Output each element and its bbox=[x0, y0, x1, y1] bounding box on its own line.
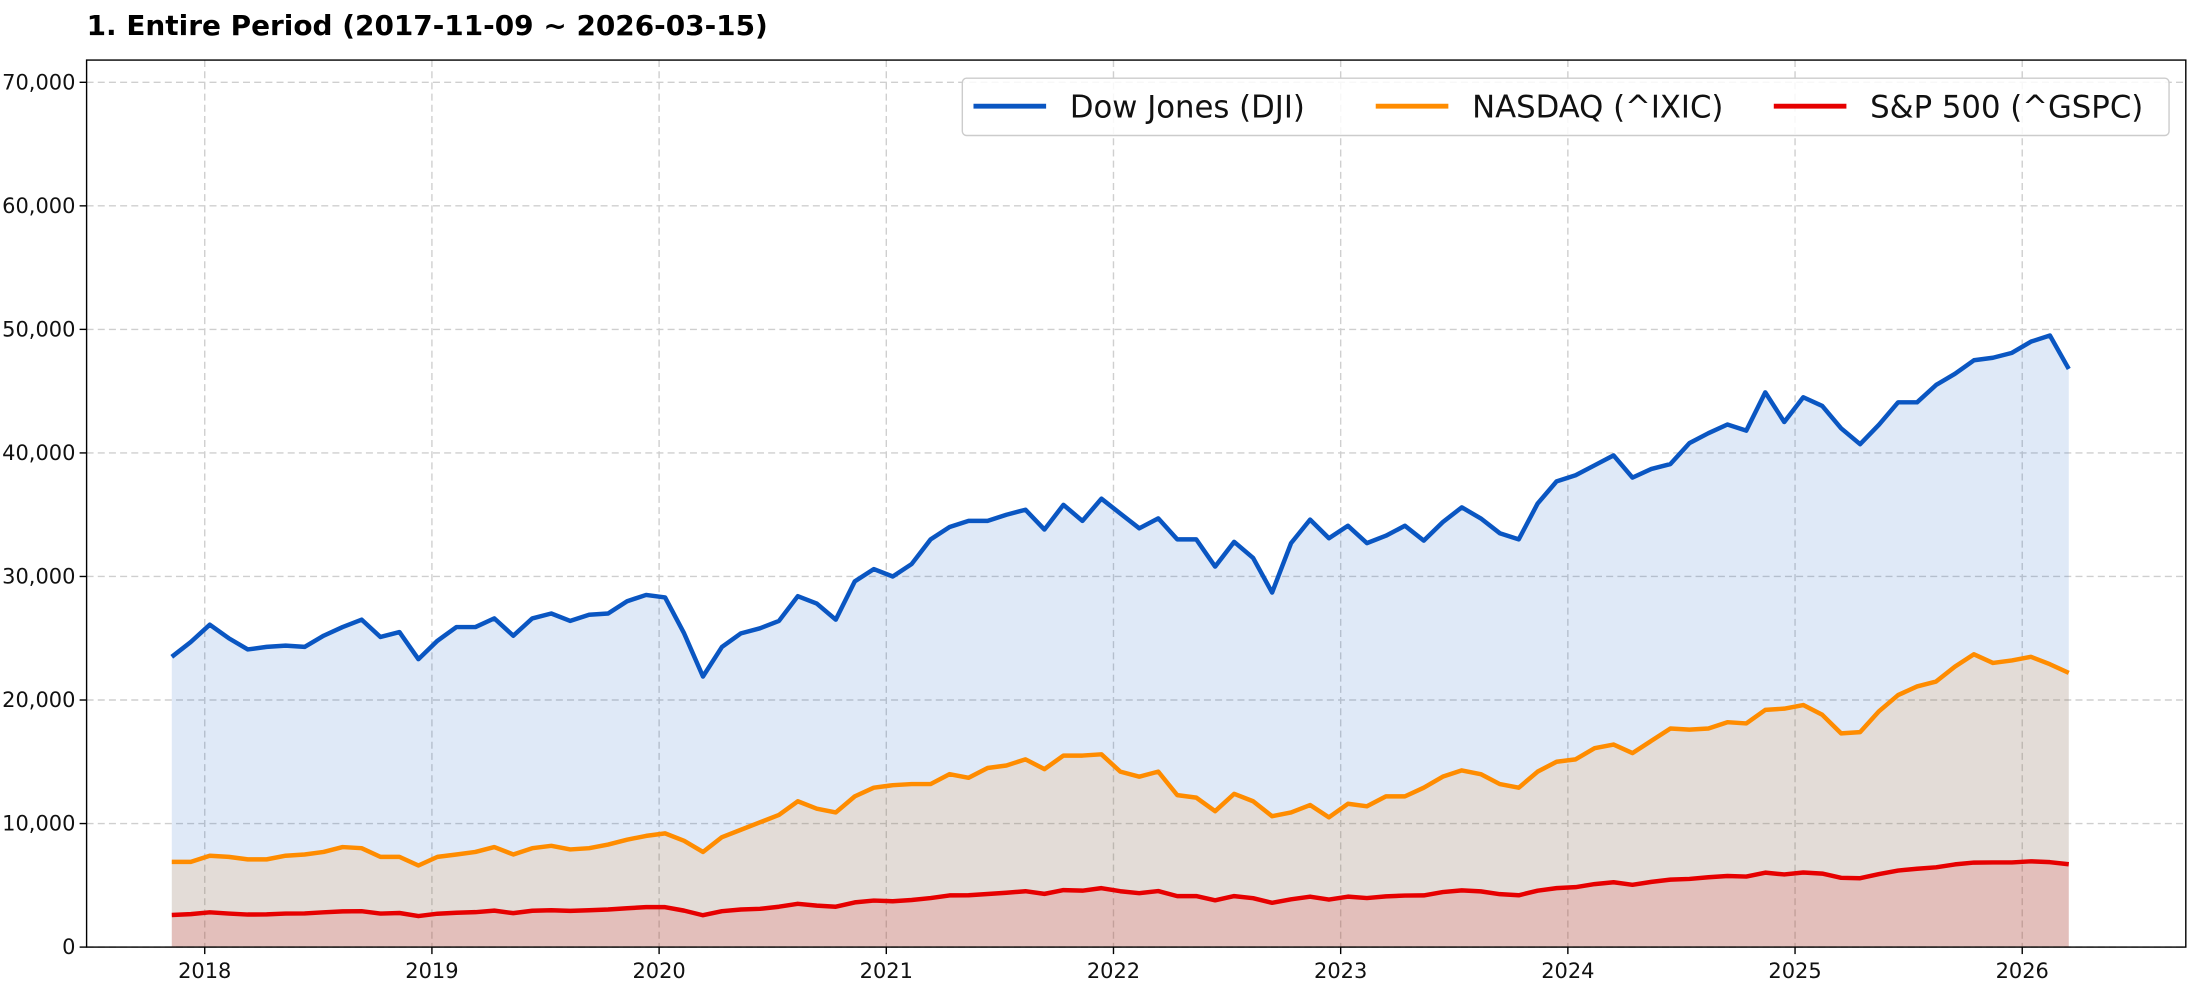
legend-label: Dow Jones (DJI) bbox=[1070, 89, 1305, 125]
y-tick-label: 50,000 bbox=[2, 317, 75, 341]
y-tick-label: 20,000 bbox=[2, 688, 75, 712]
legend-label: S&P 500 (^GSPC) bbox=[1870, 89, 2143, 125]
y-tick-label: 10,000 bbox=[2, 812, 75, 836]
x-tick-label: 2024 bbox=[1541, 959, 1594, 983]
x-tick-label: 2019 bbox=[405, 959, 458, 983]
axis-ticks: 2018 2019 2020 2021 2022 2023 2024 2025 2026 0 10,… bbox=[2, 70, 2049, 983]
x-tick-label: 2018 bbox=[178, 959, 231, 983]
legend-label: NASDAQ (^IXIC) bbox=[1472, 89, 1723, 125]
x-tick-label: 2020 bbox=[632, 959, 685, 983]
area-1 bbox=[171, 654, 2069, 948]
y-tick-label: 70,000 bbox=[2, 70, 75, 94]
y-tick-label: 30,000 bbox=[2, 564, 75, 588]
x-tick-label: 2026 bbox=[1996, 959, 2049, 983]
series-areas bbox=[171, 335, 2069, 948]
legend: Dow Jones (DJI) NASDAQ (^IXIC) S&P 500 (^G… bbox=[961, 77, 2170, 137]
area-2 bbox=[171, 861, 2069, 948]
x-tick-label: 2022 bbox=[1087, 959, 1140, 983]
chart-title: 1. Entire Period (2017-11-09 ~ 2026-03-1… bbox=[87, 9, 768, 42]
x-tick-label: 2023 bbox=[1314, 959, 1367, 983]
area-0 bbox=[171, 335, 2069, 948]
x-tick-label: 2025 bbox=[1768, 959, 1821, 983]
legend-box bbox=[961, 77, 2170, 137]
x-tick-label: 2021 bbox=[860, 959, 913, 983]
y-tick-label: 40,000 bbox=[2, 441, 75, 465]
y-tick-label: 0 bbox=[62, 935, 75, 959]
y-tick-label: 60,000 bbox=[2, 194, 75, 218]
plot-frame bbox=[85, 59, 2187, 948]
series-lines bbox=[170, 333, 2071, 919]
